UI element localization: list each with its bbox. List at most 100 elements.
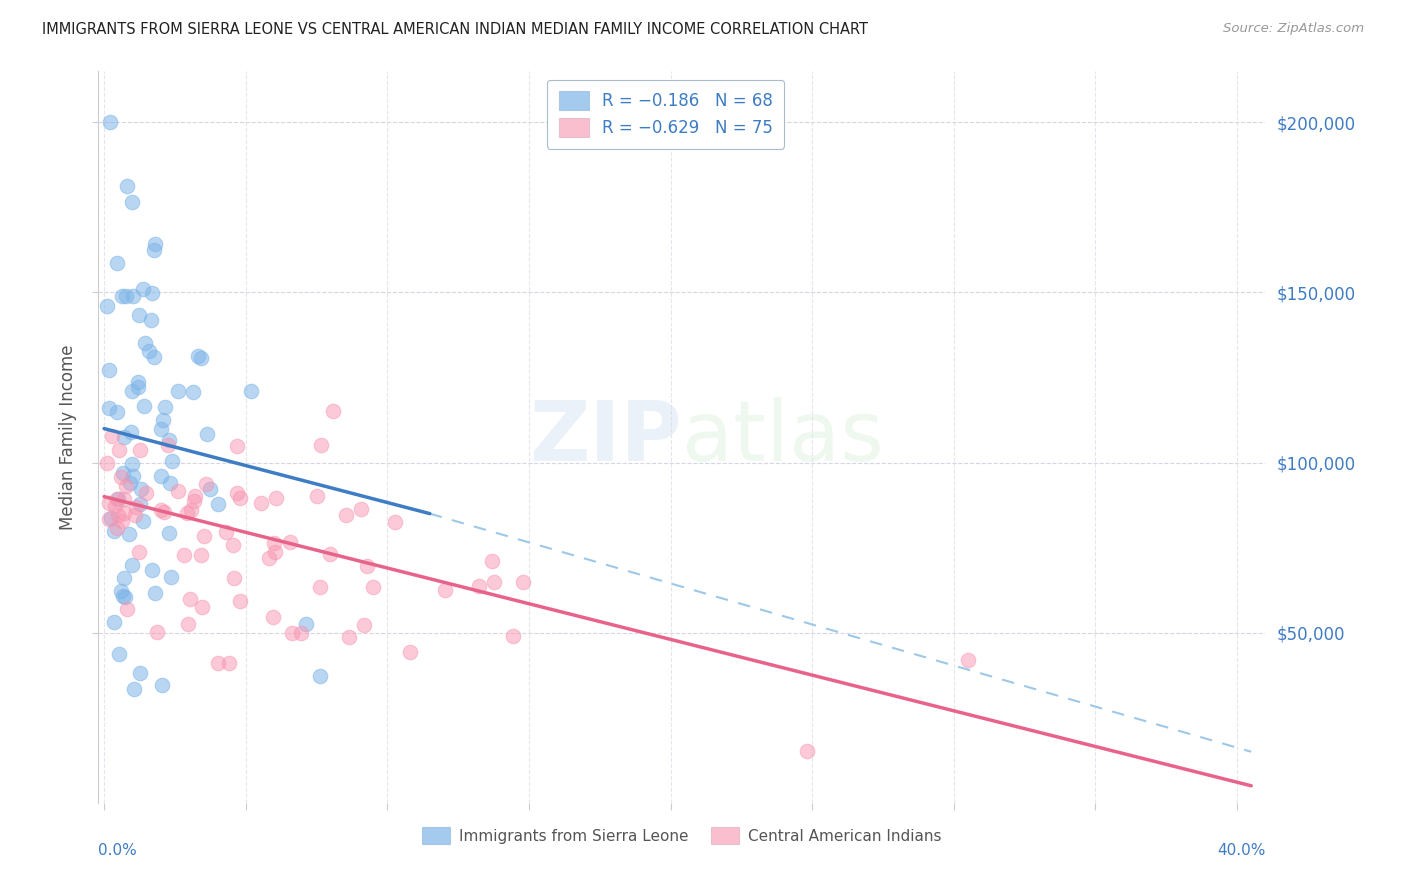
Point	[104, 500, 127, 514]
Point	[309, 438, 332, 452]
Legend: Immigrants from Sierra Leone, Central American Indians: Immigrants from Sierra Leone, Central Am…	[416, 822, 948, 850]
Text: atlas: atlas	[682, 397, 883, 477]
Point	[112, 429, 135, 443]
Text: 0.0%: 0.0%	[98, 843, 138, 858]
Point	[207, 656, 229, 670]
Point	[105, 256, 128, 270]
Point	[162, 454, 184, 468]
Point	[150, 678, 173, 692]
Point	[100, 511, 122, 525]
Point	[193, 529, 215, 543]
Point	[107, 647, 129, 661]
Point	[280, 626, 302, 640]
Point	[191, 599, 214, 614]
Y-axis label: Median Family Income: Median Family Income	[59, 344, 77, 530]
Point	[200, 482, 222, 496]
Point	[222, 538, 245, 552]
Point	[98, 401, 121, 416]
Point	[142, 350, 165, 364]
Point	[195, 427, 218, 442]
Text: Source: ZipAtlas.com: Source: ZipAtlas.com	[1223, 22, 1364, 36]
Point	[305, 489, 328, 503]
Point	[129, 497, 152, 511]
Point	[118, 476, 141, 491]
Point	[127, 379, 149, 393]
Point	[222, 571, 245, 585]
Point	[111, 466, 134, 480]
Point	[149, 422, 172, 436]
Point	[153, 400, 176, 414]
Point	[433, 582, 456, 597]
Point	[183, 385, 205, 400]
Point	[190, 351, 212, 365]
Point	[128, 666, 150, 681]
Point	[207, 496, 229, 510]
Point	[107, 492, 129, 507]
Point	[183, 493, 205, 508]
Point	[229, 491, 252, 505]
Point	[112, 571, 135, 585]
Point	[309, 581, 332, 595]
Point	[159, 525, 181, 540]
Point	[132, 514, 155, 528]
Point	[278, 534, 301, 549]
Point	[264, 491, 287, 505]
Point	[484, 574, 506, 589]
Point	[129, 443, 152, 458]
Point	[512, 574, 534, 589]
Point	[250, 496, 273, 510]
Point	[141, 564, 163, 578]
Point	[229, 593, 252, 607]
Point	[122, 681, 145, 696]
Point	[263, 545, 285, 559]
Point	[361, 580, 384, 594]
Point	[309, 669, 332, 683]
Point	[121, 469, 143, 483]
Point	[159, 569, 181, 583]
Point	[353, 617, 375, 632]
Point	[110, 584, 132, 599]
Point	[150, 502, 173, 516]
Point	[796, 744, 818, 758]
Point	[121, 457, 143, 471]
Point	[481, 554, 503, 568]
Point	[257, 551, 280, 566]
Point	[134, 336, 156, 351]
Point	[350, 502, 373, 516]
Text: ZIP: ZIP	[530, 397, 682, 477]
Point	[97, 363, 120, 377]
Point	[131, 482, 153, 496]
Point	[98, 115, 121, 129]
Text: 40.0%: 40.0%	[1218, 843, 1265, 858]
Point	[173, 549, 195, 563]
Point	[114, 591, 136, 605]
Point	[124, 508, 146, 522]
Point	[176, 506, 198, 520]
Point	[132, 282, 155, 296]
Point	[121, 558, 143, 573]
Point	[183, 489, 205, 503]
Point	[167, 484, 190, 499]
Point	[143, 586, 166, 600]
Point	[322, 403, 344, 417]
Point	[145, 237, 167, 252]
Point	[226, 439, 249, 453]
Point	[121, 384, 143, 398]
Point	[335, 508, 357, 522]
Point	[226, 486, 249, 500]
Point	[111, 514, 134, 528]
Point	[180, 503, 202, 517]
Point	[319, 547, 342, 561]
Point	[157, 438, 180, 452]
Point	[195, 476, 218, 491]
Point	[141, 286, 163, 301]
Point	[134, 399, 156, 413]
Point	[337, 631, 360, 645]
Point	[153, 505, 176, 519]
Point	[468, 579, 491, 593]
Point	[157, 433, 180, 447]
Text: IMMIGRANTS FROM SIERRA LEONE VS CENTRAL AMERICAN INDIAN MEDIAN FAMILY INCOME COR: IMMIGRANTS FROM SIERRA LEONE VS CENTRAL …	[42, 22, 868, 37]
Point	[117, 602, 139, 616]
Point	[103, 524, 125, 538]
Point	[240, 384, 263, 398]
